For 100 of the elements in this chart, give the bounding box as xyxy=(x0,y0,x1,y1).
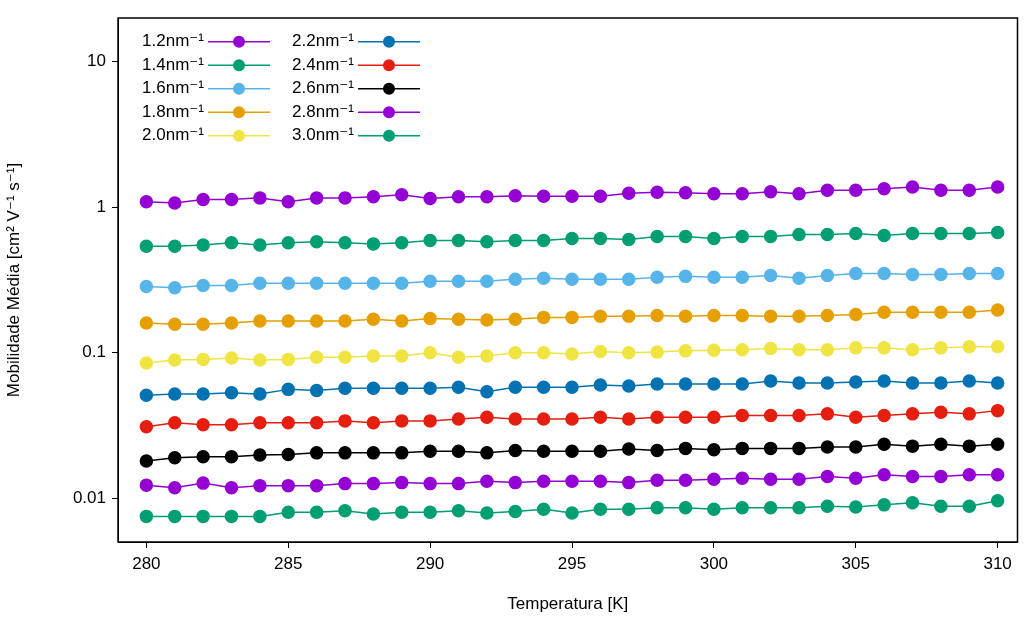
point xyxy=(934,376,948,390)
point xyxy=(565,412,579,426)
point xyxy=(877,305,891,319)
point xyxy=(877,182,891,196)
point xyxy=(480,234,494,249)
point xyxy=(934,183,948,197)
point xyxy=(338,381,352,395)
point xyxy=(224,351,239,365)
point xyxy=(820,407,835,421)
point xyxy=(508,345,523,360)
point xyxy=(934,499,948,514)
point xyxy=(934,437,948,451)
point xyxy=(196,476,210,490)
point xyxy=(735,229,750,244)
point xyxy=(593,309,608,324)
point xyxy=(536,380,551,394)
point xyxy=(423,414,437,428)
point xyxy=(253,448,267,462)
point xyxy=(650,229,664,244)
point xyxy=(622,475,636,490)
point xyxy=(650,185,664,199)
point xyxy=(678,269,693,284)
point xyxy=(395,349,409,363)
point xyxy=(366,476,381,491)
point xyxy=(451,312,466,326)
point xyxy=(593,502,608,516)
point xyxy=(451,350,466,365)
point xyxy=(905,496,920,510)
point xyxy=(905,469,920,484)
point xyxy=(934,267,948,282)
point xyxy=(565,444,579,459)
point xyxy=(480,313,494,327)
y-tick-label: 1 xyxy=(96,196,106,216)
point xyxy=(480,474,494,488)
point xyxy=(593,189,608,204)
point xyxy=(707,270,721,285)
point xyxy=(622,412,636,426)
point xyxy=(168,509,182,524)
point xyxy=(565,310,579,325)
point xyxy=(168,239,182,253)
point xyxy=(990,266,1005,281)
point xyxy=(735,342,750,357)
x-tick-label: 295 xyxy=(557,553,587,573)
point xyxy=(508,475,523,490)
point xyxy=(962,226,977,241)
point xyxy=(877,266,891,281)
point xyxy=(707,410,721,425)
point xyxy=(735,186,750,201)
point xyxy=(593,474,608,488)
point xyxy=(905,267,920,282)
point xyxy=(990,403,1005,418)
point xyxy=(139,478,154,492)
point xyxy=(508,504,523,519)
point xyxy=(792,408,806,423)
point xyxy=(281,276,295,291)
point xyxy=(139,454,154,468)
point xyxy=(423,311,437,326)
point xyxy=(480,384,494,399)
point xyxy=(990,180,1005,194)
point xyxy=(962,305,977,319)
point xyxy=(792,376,806,390)
point xyxy=(281,505,295,520)
point xyxy=(366,349,381,363)
point xyxy=(565,272,579,286)
point xyxy=(678,410,693,425)
point xyxy=(536,474,551,488)
point xyxy=(168,280,182,295)
point xyxy=(338,504,352,518)
point xyxy=(678,500,693,515)
point xyxy=(139,279,154,294)
point xyxy=(366,446,381,460)
point xyxy=(707,308,721,323)
point xyxy=(763,229,778,244)
legend-label: 2.4nm⁻¹ xyxy=(292,54,355,74)
point xyxy=(905,342,920,357)
point xyxy=(309,446,324,460)
legend-label: 1.6nm⁻¹ xyxy=(142,78,205,98)
point xyxy=(678,185,693,200)
point xyxy=(934,305,948,319)
point xyxy=(735,270,750,285)
point xyxy=(395,475,409,490)
point xyxy=(990,225,1005,240)
point xyxy=(849,341,863,355)
point xyxy=(451,504,466,518)
point xyxy=(423,444,437,459)
point xyxy=(196,192,210,207)
point xyxy=(224,509,239,524)
point xyxy=(281,447,295,462)
point xyxy=(763,268,778,283)
x-tick-label: 280 xyxy=(132,553,161,573)
point xyxy=(395,187,409,202)
point xyxy=(309,478,324,493)
point xyxy=(622,442,636,456)
point xyxy=(593,344,608,359)
x-tick-label: 300 xyxy=(699,553,729,573)
point xyxy=(309,234,324,249)
point xyxy=(536,233,551,248)
point xyxy=(536,502,551,516)
point xyxy=(224,449,239,464)
point xyxy=(480,506,494,520)
